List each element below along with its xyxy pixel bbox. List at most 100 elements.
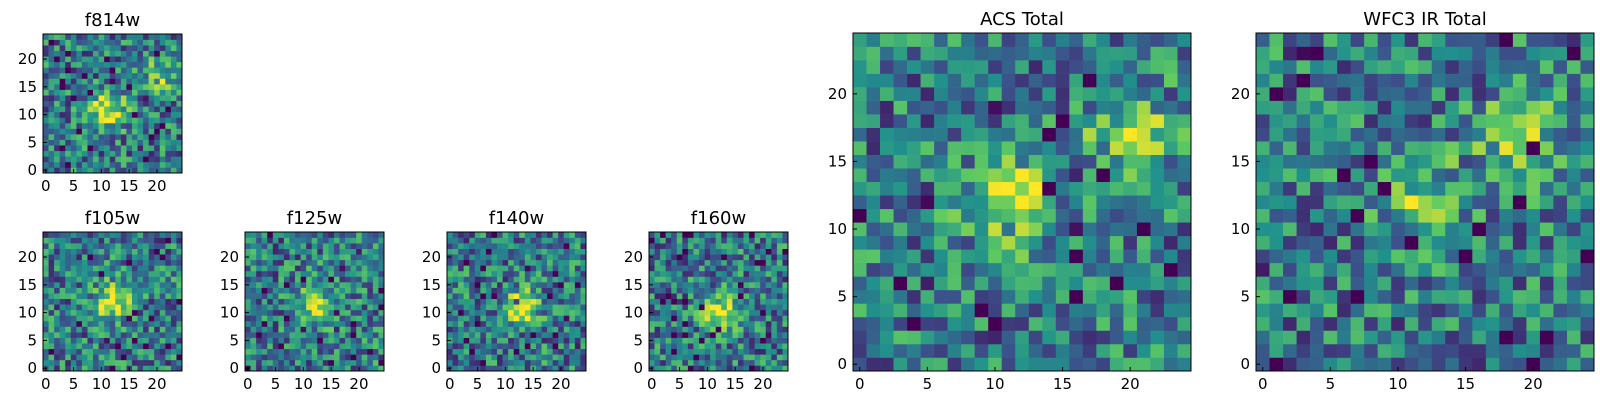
heatmap-cell	[159, 304, 166, 311]
heatmap-cell	[693, 298, 700, 305]
heatmap-cell	[311, 254, 318, 261]
heatmap-cell	[447, 315, 453, 322]
heatmap-cell	[961, 168, 975, 183]
heatmap-cell	[1310, 330, 1324, 345]
heatmap-cell	[974, 141, 989, 155]
heatmap-cell	[732, 270, 739, 277]
heatmap-cell	[1028, 73, 1043, 88]
heatmap-cell	[65, 276, 72, 283]
heatmap-cell	[1042, 195, 1057, 210]
heatmap-cell	[367, 276, 374, 283]
heatmap-cell	[65, 100, 72, 107]
heatmap-cell	[715, 348, 722, 355]
heatmap-cell	[530, 337, 537, 344]
heatmap-cell	[267, 287, 274, 294]
heatmap-cell	[148, 50, 155, 57]
heatmap-cell	[93, 354, 99, 361]
heatmap-cell	[463, 365, 470, 372]
heatmap-cell	[148, 84, 155, 90]
heatmap-cell	[463, 309, 470, 316]
heatmap-cell	[1539, 46, 1554, 61]
heatmap-cell	[283, 309, 290, 316]
heatmap-cell	[1015, 343, 1030, 358]
heatmap-cell	[98, 304, 105, 311]
heatmap-cell	[250, 304, 257, 311]
heatmap-cell	[59, 34, 66, 40]
heatmap-cell	[552, 237, 559, 244]
heatmap-cell	[289, 326, 296, 333]
heatmap-cell	[1055, 33, 1070, 47]
heatmap-cell	[333, 282, 340, 288]
heatmap-cell	[372, 298, 379, 305]
heatmap-cell	[311, 298, 318, 305]
heatmap-cell	[866, 208, 881, 223]
heatmap-cell	[1082, 235, 1097, 250]
heatmap-cell	[920, 235, 935, 250]
heatmap-cell	[154, 122, 161, 129]
heatmap-cell	[547, 343, 553, 350]
heatmap-cell	[148, 326, 155, 333]
heatmap-cell	[654, 315, 661, 322]
heatmap-cell	[447, 248, 453, 255]
heatmap-cell	[48, 232, 55, 238]
heatmap-cell	[76, 287, 83, 294]
heatmap-cell	[649, 232, 655, 238]
heatmap-cell	[1055, 249, 1070, 264]
heatmap-cell	[272, 348, 279, 355]
heatmap-cell	[1337, 114, 1351, 128]
heatmap-cell	[502, 359, 509, 366]
heatmap-cell	[98, 139, 105, 146]
heatmap-cell	[339, 232, 346, 238]
heatmap-cell	[1015, 208, 1030, 223]
heatmap-cell	[115, 89, 122, 96]
heatmap-cell	[109, 315, 116, 322]
heatmap-cell	[1296, 168, 1311, 183]
heatmap-cell	[143, 243, 149, 249]
heatmap-cell	[660, 276, 666, 283]
heatmap-cell	[311, 282, 318, 288]
heatmap-cell	[81, 117, 88, 124]
heatmap-cell	[1391, 343, 1406, 358]
heatmap-cell	[676, 348, 683, 355]
heatmap-cell	[159, 265, 166, 272]
heatmap-cell	[880, 316, 894, 331]
heatmap-cell	[715, 232, 722, 238]
heatmap-cell	[70, 315, 77, 322]
heatmap-cell	[732, 309, 739, 316]
heatmap-cell	[660, 315, 666, 322]
heatmap-cell	[361, 254, 368, 261]
heatmap-cell	[300, 259, 307, 266]
heatmap-cell	[1377, 87, 1392, 101]
heatmap-cell	[154, 254, 161, 261]
y-tick-label: 20	[828, 85, 847, 103]
heatmap-cell	[250, 254, 257, 261]
heatmap-cell	[754, 365, 761, 372]
heatmap-cell	[378, 276, 385, 283]
heatmap-cell	[176, 156, 183, 163]
heatmap-cell	[109, 332, 116, 338]
heatmap-cell	[311, 326, 318, 333]
heatmap-cell	[1177, 343, 1192, 358]
heatmap-cell	[81, 304, 88, 311]
heatmap-cell	[1337, 289, 1351, 304]
heatmap-cell	[176, 34, 183, 40]
heatmap-cell	[126, 72, 133, 79]
heatmap-cell	[170, 167, 177, 174]
heatmap-cell	[306, 332, 313, 338]
y-tick-label: 20	[1231, 85, 1250, 103]
heatmap-cell	[749, 337, 755, 344]
heatmap-cell	[1136, 181, 1151, 196]
heatmap-cell	[988, 100, 1003, 115]
heatmap-cell	[1458, 276, 1473, 291]
heatmap-cell	[120, 56, 127, 63]
heatmap-cell	[143, 34, 149, 40]
heatmap-cell	[485, 237, 492, 244]
heatmap-cell	[356, 287, 363, 294]
heatmap-cell	[165, 95, 172, 102]
heatmap-cell	[137, 100, 144, 107]
heatmap-cell	[485, 254, 492, 261]
heatmap-cell	[154, 161, 161, 168]
heatmap-cell	[1337, 127, 1351, 142]
heatmap-cell	[665, 365, 672, 372]
heatmap-cell	[974, 276, 989, 291]
